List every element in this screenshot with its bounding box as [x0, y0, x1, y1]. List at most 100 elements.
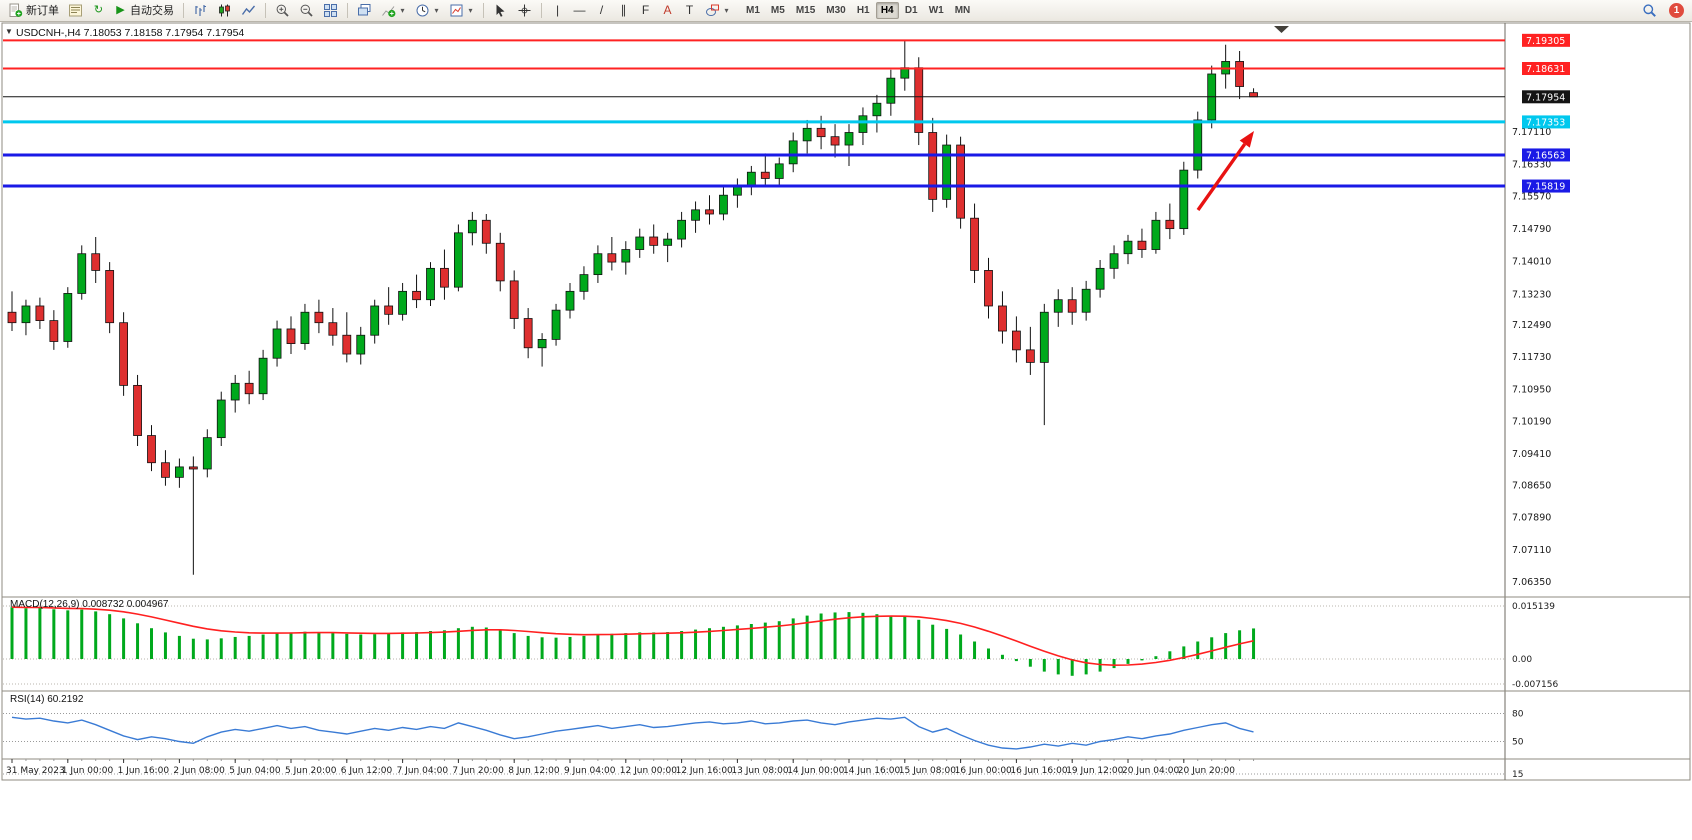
candle [802, 127, 812, 142]
main-toolbar: 新订单 ↻ ▶ 自动交易 [0, 0, 1692, 22]
trendline-icon: / [599, 3, 604, 17]
time-axis-label: 14 Jun 00:00 [787, 766, 844, 776]
fibonacci-button[interactable]: F [635, 2, 656, 20]
candle [565, 290, 575, 311]
channel-button[interactable]: ∥ [613, 2, 634, 20]
candle [426, 267, 435, 301]
notification-badge[interactable]: 1 [1669, 3, 1684, 18]
horizontal-line-icon: — [573, 3, 586, 17]
new-order-button[interactable]: 新订单 [4, 2, 63, 20]
price-line-label-text: 7.15819 [1526, 182, 1565, 193]
trendline-button[interactable]: / [591, 2, 612, 20]
candle [63, 293, 73, 342]
candle [481, 219, 491, 244]
candle [21, 305, 31, 324]
svg-text:7.10190: 7.10190 [1512, 416, 1551, 427]
shapes-button[interactable]: ▾ [701, 2, 734, 20]
label-icon: T [685, 3, 694, 17]
candle [830, 136, 840, 146]
line-chart-button[interactable] [237, 2, 260, 20]
bar-chart-icon [195, 5, 206, 16]
bar-chart-button[interactable] [189, 2, 212, 20]
timeframe-button-m30[interactable]: M30 [821, 2, 850, 19]
toolbar-separator [347, 3, 348, 18]
vertical-line-button[interactable]: | [547, 2, 568, 20]
timeframe-button-m15[interactable]: M15 [791, 2, 820, 19]
candle [440, 267, 449, 288]
candle [816, 127, 826, 138]
time-axis-label: 13 Jun 08:00 [731, 766, 788, 776]
price-axis-labels: 7.17110 7.16330 7.15570 7.14790 7.14010 7.132… [1512, 127, 1551, 588]
text-button[interactable]: A [657, 2, 678, 20]
dropdown-arrow-icon: ▾ [434, 6, 439, 15]
chart-title: USDCNH-,H4 7.18053 7.18158 7.17954 7.179… [16, 27, 245, 39]
candle [635, 236, 645, 250]
time-axis-label: 9 Jun 04:00 [564, 766, 616, 776]
candle [523, 318, 533, 349]
periods-button[interactable]: ▾ [411, 2, 444, 20]
candle [537, 339, 547, 349]
chart-collapse-icon[interactable]: ▼ [5, 27, 13, 36]
new-order-icon [9, 3, 23, 17]
timeframe-button-m1[interactable]: M1 [741, 2, 765, 19]
candle [1179, 169, 1189, 230]
timeframe-button-d1[interactable]: D1 [900, 2, 923, 19]
timeframe-button-h1[interactable]: H1 [852, 2, 875, 19]
chart-shift-marker[interactable] [1274, 26, 1289, 33]
candle [872, 102, 882, 117]
trend-arrow[interactable] [1196, 143, 1247, 211]
horizontal-line-button[interactable]: — [569, 2, 590, 20]
channel-icon: ∥ [620, 3, 627, 17]
candle [286, 328, 296, 344]
chart-window-frame [1, 22, 1691, 781]
time-axis-label: 20 Jun 04:00 [1122, 766, 1179, 776]
timeframe-button-m5[interactable]: M5 [766, 2, 790, 19]
candlestick-chart-button[interactable] [213, 2, 236, 20]
price-line-label [1522, 90, 1570, 104]
timeframe-button-h4[interactable]: H4 [875, 2, 899, 19]
time-axis-label: 14 Jun 16:00 [843, 766, 900, 776]
indicators-button[interactable]: ▾ [377, 2, 410, 20]
toolbar-right: 1 [1638, 2, 1688, 20]
search-button[interactable] [1638, 2, 1661, 20]
svg-text:-0.007156: -0.007156 [1512, 680, 1558, 690]
timeframe-button-w1[interactable]: W1 [924, 2, 949, 19]
svg-text:7.15570: 7.15570 [1512, 191, 1551, 202]
price-line-label-text: 7.18631 [1526, 64, 1565, 75]
dropdown-arrow-icon: ▾ [400, 6, 405, 15]
text-icon: A [663, 3, 672, 17]
time-axis-label: 20 Jun 20:00 [1178, 766, 1235, 776]
zoom-out-button[interactable] [295, 2, 318, 20]
toolbar-separator [183, 3, 184, 18]
candle [1095, 267, 1105, 290]
candle [119, 322, 128, 386]
refresh-button[interactable]: ↻ [88, 2, 109, 20]
candle [998, 305, 1007, 332]
time-axis-label: 2 Jun 08:00 [173, 766, 225, 776]
macd-indicator-label: MACD(12,26,9) 0.008732 0.004967 [10, 599, 169, 610]
trend-arrow-head [1239, 131, 1254, 148]
svg-text:7.13230: 7.13230 [1512, 289, 1551, 300]
text-label-button[interactable]: T [679, 2, 700, 20]
time-axis-label: 6 Jun 12:00 [341, 766, 393, 776]
market-watch-button[interactable] [64, 2, 87, 20]
candle [7, 311, 17, 324]
candle [760, 171, 770, 179]
algo-trading-button[interactable]: ▶ 自动交易 [110, 2, 178, 20]
zoom-in-button[interactable] [271, 2, 294, 20]
add-indicator-icon [382, 6, 396, 18]
crosshair-button[interactable] [513, 2, 536, 20]
candle [258, 357, 268, 395]
macd-signal-line [11, 606, 1254, 667]
price-line-label-text: 7.19305 [1526, 36, 1565, 47]
timeframe-button-mn[interactable]: MN [950, 2, 976, 19]
templates-button[interactable]: ▾ [445, 2, 478, 20]
cascade-windows-button[interactable] [353, 2, 376, 20]
cursor-button[interactable] [489, 2, 512, 20]
candle [579, 274, 589, 292]
tile-windows-button[interactable] [319, 2, 342, 20]
time-axis-label: 1 Jun 16:00 [118, 766, 170, 776]
time-axis-label: 5 Jun 20:00 [285, 766, 337, 776]
